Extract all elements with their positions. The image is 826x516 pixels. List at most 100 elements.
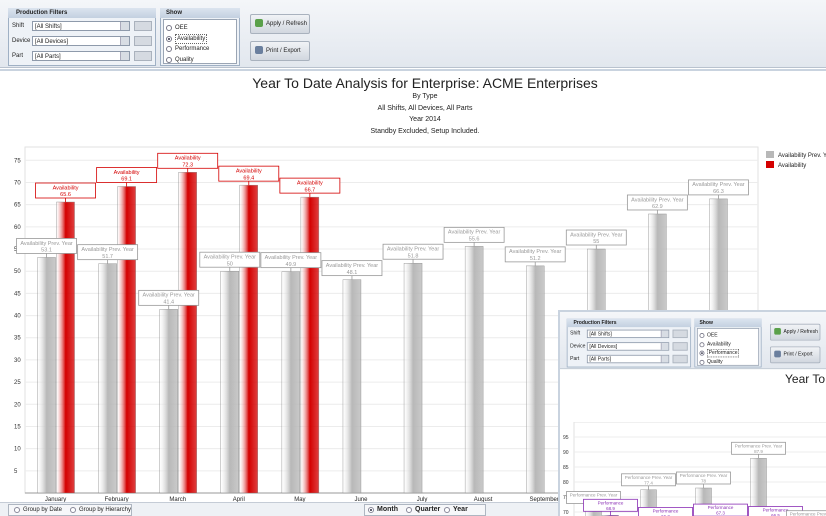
data-label-name: Performance: [653, 508, 679, 513]
data-label: 51.7: [102, 254, 113, 260]
data-label: 62.9: [652, 204, 663, 210]
y-tick-label: 90: [563, 450, 569, 456]
radio[interactable]: [166, 46, 172, 52]
y-tick-label: 20: [14, 402, 21, 408]
data-label-box: [77, 244, 139, 261]
y-tick-label: 50: [14, 269, 21, 275]
bar: [37, 257, 56, 494]
bar: [239, 184, 258, 494]
data-label-name: Availability: [114, 170, 140, 176]
button[interactable]: [770, 323, 821, 341]
inset-screenshot: Production Filters Shift [All Shifts] Devic…: [558, 310, 826, 516]
filter-select[interactable]: [All Parts]: [32, 51, 130, 61]
filter-label: Device: [570, 343, 586, 349]
data-label-name: Availability: [53, 185, 79, 191]
x-tick-label: February: [105, 497, 129, 502]
y-tick-label: 45: [14, 291, 21, 297]
radio[interactable]: [699, 333, 705, 339]
x-tick-label: May: [294, 497, 305, 502]
button[interactable]: [250, 14, 310, 34]
data-label: 49.9: [286, 262, 297, 268]
data-label: 55.6: [469, 237, 480, 243]
radio[interactable]: [444, 507, 450, 513]
dropdown-arrow: [120, 37, 129, 45]
button-icon: [255, 19, 263, 27]
report-title: Year To Date Analysis for Enterprise: AC…: [252, 75, 598, 91]
data-label: 66.2: [661, 514, 670, 516]
data-label: 50: [227, 261, 233, 267]
data-label-name: Availability Prev. Year: [387, 247, 440, 253]
dropdown-arrow: [660, 330, 669, 338]
radio[interactable]: [14, 507, 20, 513]
filter-select[interactable]: [All Parts]: [586, 354, 670, 364]
report-area: [0, 69, 826, 502]
data-label-name: Availability Prev. Year: [143, 293, 196, 299]
filter-label: Shift: [12, 23, 25, 29]
y-tick-label: 15: [14, 424, 21, 430]
bar: [464, 246, 484, 494]
data-label-box: [583, 498, 638, 512]
y-tick-label: 35: [14, 336, 21, 342]
y-tick-label: 70: [563, 510, 569, 516]
data-label: 78: [701, 479, 707, 484]
more-button[interactable]: [672, 342, 688, 351]
bar: [526, 265, 545, 494]
y-tick-label: 10: [14, 447, 21, 453]
radio[interactable]: [406, 507, 412, 513]
radio[interactable]: [166, 56, 172, 63]
button-label: Apply / Refresh: [783, 329, 818, 335]
data-label-name: Availability Prev. Year: [20, 241, 73, 247]
radio-label: Month: [377, 506, 398, 513]
filter-select[interactable]: [All Devices]: [32, 36, 130, 46]
data-label-name: Performance Prev. Year: [790, 512, 826, 516]
data-label-box: [688, 179, 749, 196]
radio[interactable]: [699, 359, 705, 365]
show-header: Show: [160, 8, 240, 18]
button[interactable]: [770, 346, 821, 364]
y-tick-label: 60: [14, 225, 21, 231]
x-tick-label: April: [233, 497, 245, 502]
radio[interactable]: [70, 507, 76, 513]
data-label-name: Availability Prev. Year: [326, 263, 379, 269]
radio-label: Year: [453, 506, 468, 513]
show-box: [696, 327, 760, 366]
y-tick-label: 40: [14, 314, 21, 320]
data-label-box: [731, 441, 786, 455]
data-label-name: Availability Prev. Year: [631, 197, 684, 203]
button[interactable]: [250, 41, 310, 61]
more-button[interactable]: [134, 51, 152, 61]
radio[interactable]: [166, 35, 172, 42]
bar: [159, 309, 178, 494]
more-button[interactable]: [134, 36, 152, 46]
y-tick-label: 75: [14, 158, 21, 164]
radio[interactable]: [699, 341, 705, 347]
y-tick-label: 95: [563, 435, 569, 441]
radio[interactable]: [368, 507, 374, 513]
more-button[interactable]: [672, 329, 688, 339]
radio[interactable]: [166, 25, 172, 31]
button-icon: [774, 327, 781, 335]
report-subtitle: By Type: [412, 93, 438, 100]
data-label: 69.1: [121, 177, 132, 183]
report-subtitle: Standby Excluded, Setup Included.: [370, 127, 480, 135]
filter-select[interactable]: [All Devices]: [586, 342, 670, 351]
data-label-name: Performance Prev. Year: [570, 493, 618, 498]
x-tick-label: August: [474, 497, 493, 502]
radio[interactable]: [699, 350, 705, 356]
dropdown-arrow: [120, 52, 129, 60]
data-label-name: Availability Prev. Year: [204, 255, 257, 261]
data-label: 66.7: [305, 187, 316, 193]
dropdown-arrow: [660, 343, 669, 350]
data-label-name: Performance: [708, 505, 734, 510]
data-label: 65.6: [60, 192, 71, 198]
filter-select[interactable]: [All Shifts]: [32, 21, 130, 31]
more-button[interactable]: [672, 354, 688, 364]
filter-select[interactable]: [All Shifts]: [586, 329, 670, 339]
x-tick-label: July: [417, 497, 428, 502]
legend-label: Availability Prev. Year: [778, 153, 826, 159]
toolbar: Production Filters Shift [All Shifts] Devic…: [0, 0, 826, 68]
x-tick-label: March: [169, 497, 186, 502]
more-button[interactable]: [134, 21, 152, 31]
filter-label: Shift: [570, 331, 581, 337]
radio-label: Quality: [175, 56, 194, 63]
